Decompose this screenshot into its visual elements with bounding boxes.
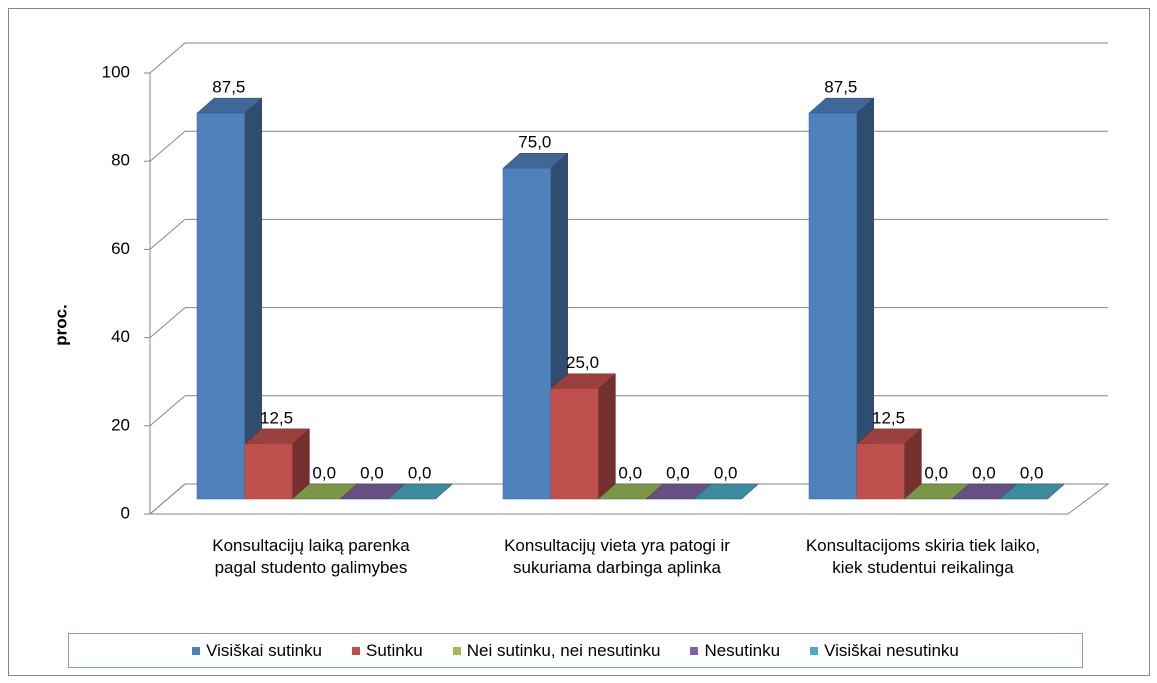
value-label: 12,5: [260, 408, 293, 427]
bar: [244, 443, 293, 500]
bar-top: [693, 483, 760, 500]
grid-line-wall: [149, 219, 186, 250]
value-label: 0,0: [924, 463, 948, 482]
legend-item: Nei sutinku, nei nesutinku: [452, 640, 661, 661]
chart-border: [8, 8, 1150, 676]
grid-line-wall: [149, 42, 186, 74]
x-tick-label: Konsultacijoms skiria tiek laiko, kiek s…: [805, 536, 1041, 577]
value-label: 0,0: [1020, 463, 1044, 482]
x-tick-label: Konsultacijų laiką parenka pagal student…: [212, 536, 410, 577]
y-tick-label: 20: [111, 415, 130, 434]
y-tick-label: 0: [121, 503, 130, 522]
legend-item: Visiškai nesutinku: [810, 641, 959, 661]
y-axis-label: proc.: [51, 304, 70, 346]
value-label: 0,0: [972, 463, 996, 482]
y-tick-label: 100: [102, 62, 130, 81]
legend-label: Visiškai nesutinku: [824, 640, 959, 660]
value-label: 0,0: [666, 463, 690, 482]
legend-item: Nesutinku: [690, 641, 780, 661]
value-label: 75,0: [518, 133, 551, 152]
grid-line-wall: [149, 395, 186, 427]
legend: Visiškai sutinku Sutinku Nei sutinku, nei …: [68, 633, 1083, 668]
bar: [808, 112, 857, 500]
bar: [856, 443, 905, 500]
legend-label: Nesutinku: [704, 640, 781, 660]
legend-swatch: [810, 646, 819, 655]
legend-swatch: [192, 646, 201, 655]
bar-side: [598, 373, 616, 500]
bar: [550, 388, 599, 500]
legend-item: Visiškai sutinku: [192, 641, 322, 661]
value-label: 0,0: [312, 463, 336, 482]
bar: [196, 112, 245, 500]
legend-swatch: [452, 646, 461, 655]
value-label: 0,0: [714, 463, 738, 482]
legend-swatch: [352, 646, 361, 655]
bar: [502, 168, 551, 500]
value-label: 87,5: [824, 78, 857, 97]
y-tick-label: 60: [111, 239, 130, 258]
x-tick-label: Konsultacijų vieta yra patogi ir sukuria…: [504, 536, 730, 577]
y-tick-label: 40: [111, 327, 130, 346]
value-label: 0,0: [618, 463, 642, 482]
legend-label: Visiškai sutinku: [206, 640, 323, 660]
y-tick-label: 80: [111, 151, 130, 170]
value-label: 12,5: [872, 408, 905, 427]
legend-label: Nei sutinku, nei nesutinku: [466, 640, 661, 660]
legend-label: Sutinku: [366, 640, 423, 660]
grid-line-wall: [149, 483, 186, 515]
grid-line-wall: [149, 130, 186, 162]
bar-top: [387, 483, 454, 500]
value-label: 0,0: [408, 463, 432, 482]
legend-swatch: [690, 646, 699, 655]
value-label: 0,0: [360, 463, 384, 482]
grid-line-wall: [149, 307, 186, 338]
value-label: 25,0: [566, 353, 599, 372]
bar-top: [999, 483, 1066, 500]
value-label: 87,5: [212, 78, 245, 97]
legend-item: Sutinku: [352, 641, 423, 661]
